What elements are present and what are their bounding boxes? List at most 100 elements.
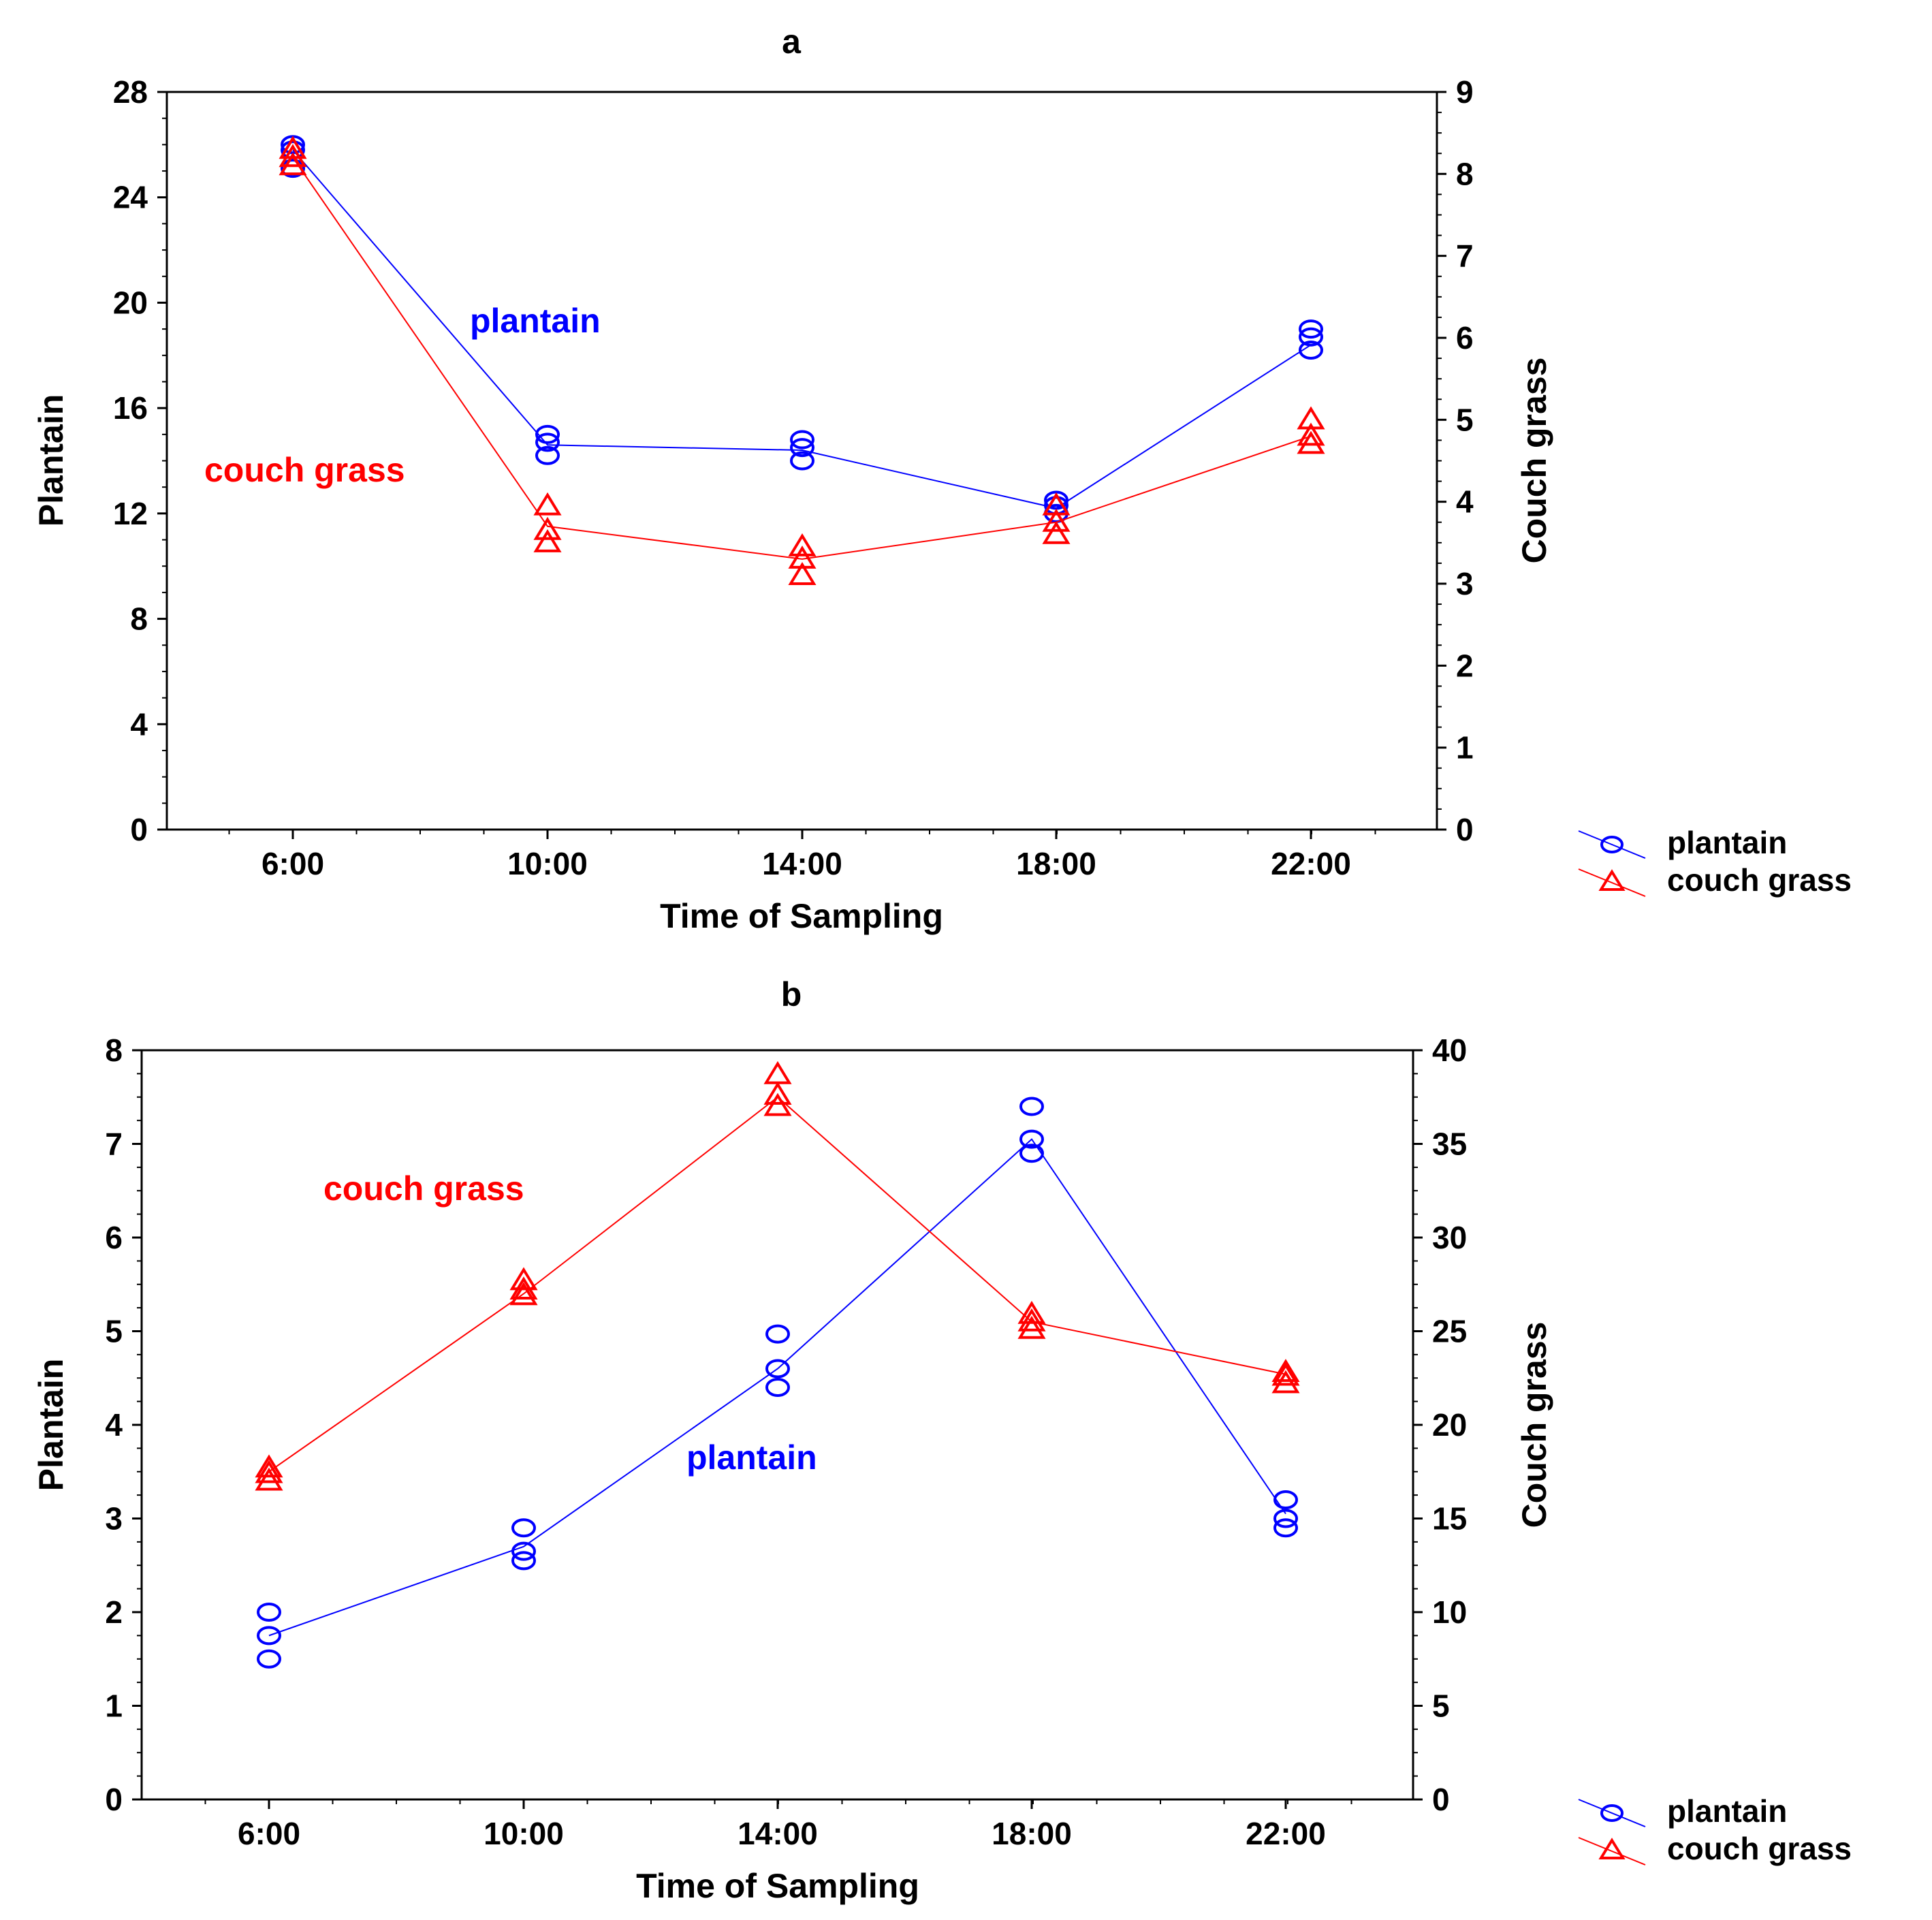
panel-b: b 0 1 2 3 4 5 6 7 8 0 5 10 15 20 25 30 35 40 6:00 10:00 14:0… bbox=[32, 975, 1852, 1905]
panel-b-couch-grass-point bbox=[255, 1467, 283, 1491]
panel-a-x-tick-label: 18:00 bbox=[1016, 846, 1096, 881]
panel-a-y-axis-label-right: Couch grass bbox=[1515, 358, 1553, 564]
panel-a-title: a bbox=[782, 22, 802, 61]
panel-b-right-tick-label: 0 bbox=[1432, 1782, 1450, 1817]
panel-b-couch-grass-point bbox=[763, 1082, 792, 1105]
panel-b-right-tick-label: 40 bbox=[1432, 1033, 1467, 1068]
panel-b-right-tick-label: 25 bbox=[1432, 1314, 1467, 1349]
panel-a-couch-grass-point bbox=[788, 562, 817, 585]
panel-b-right-tick-label: 35 bbox=[1432, 1127, 1467, 1162]
panel-a-plantain-point bbox=[1044, 490, 1068, 510]
panel-a-y-axis-label-left: Plantain bbox=[32, 394, 70, 526]
panel-a-right-tick-label: 4 bbox=[1456, 484, 1474, 520]
panel-a-couch-grass-point bbox=[1297, 406, 1325, 430]
panel-a-right-tick-label: 0 bbox=[1456, 812, 1474, 847]
panel-b-legend-couch-grass: couch grass bbox=[1667, 1831, 1852, 1866]
panel-a-plantain-point bbox=[1299, 319, 1323, 339]
panel-a-right-tick-label: 7 bbox=[1456, 238, 1474, 274]
panel-b-plantain-point bbox=[765, 1359, 790, 1379]
panel-a-x-tick-label: 10:00 bbox=[507, 846, 588, 881]
panel-a-plantain-point bbox=[1299, 341, 1323, 360]
panel-b-right-tick-label: 15 bbox=[1432, 1501, 1467, 1537]
panel-b-x-tick-label: 18:00 bbox=[992, 1816, 1072, 1851]
panel-b-right-tick-label: 30 bbox=[1432, 1220, 1467, 1255]
panel-b-plantain-point bbox=[765, 1378, 790, 1397]
panel-b-annotation-plantain: plantain bbox=[686, 1438, 817, 1477]
panel-a-left-tick-label: 8 bbox=[130, 601, 148, 637]
panel-a-x-tick-label: 6:00 bbox=[262, 846, 324, 881]
panel-b-plantain-point bbox=[1019, 1144, 1044, 1163]
panel-b-legend: plantain couch grass bbox=[1578, 1793, 1852, 1866]
panel-b-left-tick-label: 7 bbox=[105, 1127, 123, 1162]
panel-b-legend-plantain: plantain bbox=[1667, 1793, 1787, 1829]
panel-a-legend: plantain couch grass bbox=[1578, 825, 1852, 898]
panel-b-plantain-point bbox=[1019, 1097, 1044, 1116]
panel-a-left-tick-label: 28 bbox=[113, 74, 148, 110]
panel-b-left-tick-label: 8 bbox=[105, 1033, 123, 1068]
panel-b-x-tick-label: 14:00 bbox=[738, 1816, 818, 1851]
panel-a-legend-plantain: plantain bbox=[1667, 825, 1787, 860]
panel-b-plantain-point bbox=[1273, 1509, 1298, 1528]
panel-a-legend-couch-grass: couch grass bbox=[1667, 862, 1852, 898]
panel-b-left-tick-label: 5 bbox=[105, 1314, 123, 1349]
panel-a-couch-grass-point bbox=[279, 144, 307, 168]
panel-b-plantain-point bbox=[511, 1541, 536, 1561]
panel-a-x-axis-label: Time of Sampling bbox=[660, 897, 943, 935]
panel-a-couch-grass-point bbox=[1042, 520, 1071, 544]
panel-a-couch-grass-point bbox=[788, 546, 817, 569]
panel-a-left-tick-label: 16 bbox=[113, 390, 148, 426]
panel-a-right-tick-label: 8 bbox=[1456, 156, 1474, 191]
panel-b-x-tick-label: 10:00 bbox=[484, 1816, 564, 1851]
panel-b-left-tick-label: 2 bbox=[105, 1594, 123, 1630]
panel-a-annotation-couch-grass: couch grass bbox=[204, 451, 405, 489]
panel-b-couch-grass-point bbox=[763, 1092, 792, 1116]
panel-a-left-tick-label: 4 bbox=[130, 706, 148, 742]
panel-b-couch-grass-point bbox=[509, 1267, 538, 1291]
panel-b-plantain-point bbox=[765, 1324, 790, 1344]
panel-b-right-tick-label: 5 bbox=[1432, 1688, 1450, 1724]
panel-b-left-tick-label: 0 bbox=[105, 1782, 123, 1817]
panel-a-right-tick-label: 6 bbox=[1456, 320, 1474, 356]
panel-b-plantain-point bbox=[1019, 1129, 1044, 1149]
panel-b-couch-grass-point bbox=[1017, 1300, 1046, 1324]
panel-a-plantain-point bbox=[790, 451, 814, 471]
panel-a-plantain-point bbox=[281, 159, 305, 178]
panel-a-couch-grass-point bbox=[533, 492, 562, 516]
panel-b-plantain-point bbox=[257, 1626, 281, 1646]
panel-b-couch-grass-point bbox=[255, 1454, 283, 1478]
panel-a-right-tick-label: 5 bbox=[1456, 402, 1474, 437]
panel-b-left-tick-label: 1 bbox=[105, 1688, 123, 1724]
panel-b-annotation-couch-grass: couch grass bbox=[323, 1169, 524, 1208]
panel-b-couch-grass-point bbox=[1271, 1362, 1300, 1386]
panel-a-plantain-point bbox=[535, 432, 560, 452]
panel-b-plantain-point bbox=[1273, 1490, 1298, 1509]
panel-b-x-tick-label: 6:00 bbox=[238, 1816, 300, 1851]
panel-b-right-tick-label: 20 bbox=[1432, 1407, 1467, 1443]
panel-b-x-axis-label: Time of Sampling bbox=[636, 1867, 919, 1905]
panel-b-couch-grass-point bbox=[1017, 1308, 1046, 1332]
panel-b-left-tick-label: 3 bbox=[105, 1501, 123, 1537]
panel-a-plantain-point bbox=[790, 430, 814, 450]
panel-b-couch-grass-point bbox=[255, 1460, 283, 1483]
panel-b-legend-couch-grass-icon bbox=[1578, 1837, 1646, 1866]
panel-b-plantain-point bbox=[1273, 1518, 1298, 1538]
panel-a-plantain-point bbox=[535, 424, 560, 444]
panel-a-plot-frame bbox=[165, 91, 1438, 831]
panel-a-plantain-point bbox=[790, 438, 814, 458]
panel-b-couch-grass-point bbox=[1017, 1315, 1046, 1339]
panel-a-legend-plantain-icon bbox=[1578, 830, 1646, 859]
panel-b-title: b bbox=[781, 975, 802, 1013]
panel-b-couch-grass-point bbox=[509, 1276, 538, 1300]
panel-b-plantain-point bbox=[257, 1649, 281, 1669]
panel-b-y-axis-label-right: Couch grass bbox=[1515, 1322, 1553, 1528]
panel-a-plantain-point bbox=[1299, 327, 1323, 347]
panel-a-plantain-point bbox=[535, 445, 560, 465]
panel-a-left-tick-label: 0 bbox=[130, 812, 148, 847]
panel-a-couch-grass-point bbox=[788, 533, 817, 556]
panel-b-plot-area: 0 1 2 3 4 5 6 7 8 0 5 10 15 20 25 30 35 40 6:00 10:00 14:00 1… bbox=[105, 1033, 1467, 1851]
panel-a-x-tick-label: 22:00 bbox=[1271, 846, 1351, 881]
panel-a-couch-grass-point bbox=[1297, 422, 1325, 446]
